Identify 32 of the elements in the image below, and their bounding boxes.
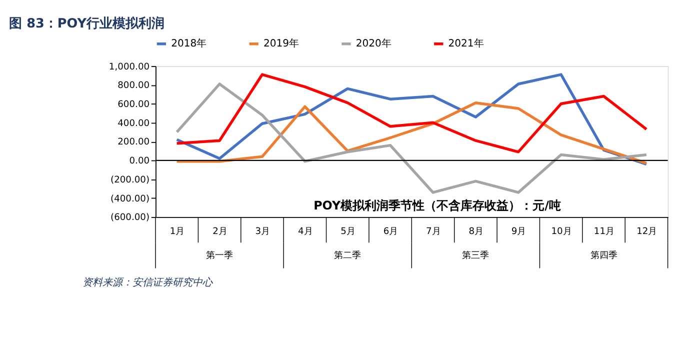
- x-tick-label: 9月: [511, 226, 526, 237]
- text: 资料来源：安信证券研究中心: [82, 276, 214, 289]
- y-tick-label: 200.00: [118, 138, 150, 148]
- y-tick-label: 400.00: [118, 118, 150, 129]
- x-tick-label: 4月: [298, 226, 313, 237]
- x-tick-label: 11月: [594, 226, 615, 237]
- x-tick-label: 3月: [255, 226, 270, 237]
- x-tick-label: 5月: [340, 226, 356, 237]
- x-tick-label: 6月: [383, 226, 398, 237]
- text: 第一季: [206, 250, 234, 262]
- legend-label: 2021年: [448, 38, 484, 50]
- text: 第二季: [334, 250, 362, 262]
- x-tick-label: 7月: [426, 226, 441, 237]
- x-tick-label: 1月: [170, 226, 185, 237]
- y-tick-label: (200.00): [110, 175, 150, 186]
- x-tick-label: 8月: [468, 226, 484, 237]
- legend-label: 2020年: [356, 38, 392, 50]
- y-tick-label: 600.00: [118, 100, 150, 110]
- legend-label: 2018年: [171, 38, 207, 50]
- chart-title: 图 83：POY行业模拟利润: [9, 16, 164, 32]
- y-tick-label: (400.00): [110, 194, 150, 204]
- x-tick-label: 2月: [212, 226, 228, 237]
- text: 第四季: [590, 250, 618, 262]
- y-tick-label: 1,000.00: [108, 62, 150, 72]
- y-tick-label: 800.00: [118, 81, 150, 92]
- x-tick-label: 10月: [551, 226, 572, 237]
- x-tick-label: 12月: [636, 226, 658, 237]
- text: 第三季: [462, 250, 490, 262]
- legend-label: 2019年: [263, 38, 300, 50]
- y-tick-label: (600.00): [110, 213, 150, 224]
- y-tick-label: 0.00: [129, 156, 150, 167]
- annotation: POY模拟利润季节性（不含库存收益）：元/吨: [314, 198, 561, 213]
